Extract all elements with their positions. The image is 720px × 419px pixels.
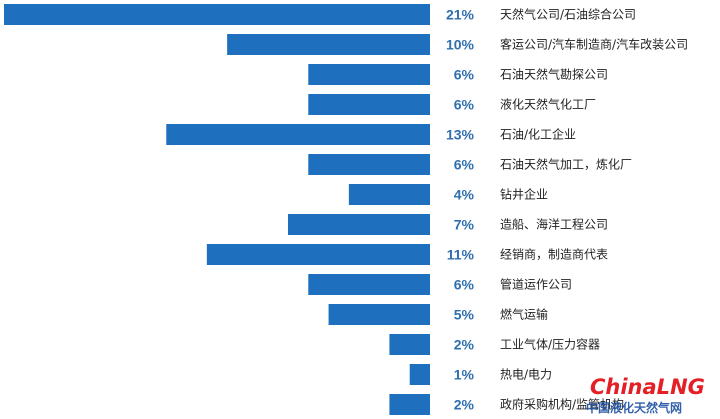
bar-12 <box>389 334 430 355</box>
category-label-4: 液化天然气化工厂 <box>500 97 596 112</box>
category-label-12: 工业气体/压力容器 <box>500 337 600 352</box>
category-label-14: 政府采购机构/监管机构 <box>500 397 624 412</box>
category-label-7: 钻井企业 <box>500 187 548 202</box>
data-label-2: 10% <box>446 37 475 53</box>
data-label-5: 13% <box>446 127 475 143</box>
category-label-13: 热电/电力 <box>500 368 552 382</box>
bar-13 <box>409 364 430 385</box>
category-label-3: 石油天然气勘探公司 <box>500 67 608 82</box>
bar-9 <box>206 244 430 265</box>
category-label-5: 石油/化工企业 <box>500 127 576 142</box>
data-label-7: 4% <box>454 187 475 203</box>
data-label-6: 6% <box>454 157 475 173</box>
bar-2 <box>227 34 430 55</box>
data-label-13: 1% <box>454 367 475 383</box>
bar-3 <box>308 64 430 85</box>
category-label-1: 天然气公司/石油综合公司 <box>500 7 636 22</box>
data-label-4: 6% <box>454 97 475 113</box>
bar-10 <box>308 274 430 295</box>
data-label-14: 2% <box>454 397 475 413</box>
labels-layer: 21% 天然气公司/石油综合公司 10% 客运公司/汽车制造商/汽车改装公司 6% 石油天… <box>446 7 688 413</box>
data-label-8: 7% <box>454 217 475 233</box>
watermark-brand: ChinaLNG <box>590 375 705 399</box>
bar-11 <box>328 304 430 325</box>
bar-8 <box>288 214 430 235</box>
bars-layer <box>4 4 431 415</box>
data-label-12: 2% <box>454 337 475 353</box>
data-label-11: 5% <box>454 307 475 323</box>
watermark-logo: ChinaLNG 中国液化天然气网 <box>586 375 705 415</box>
bar-4 <box>308 94 430 115</box>
category-label-11: 燃气运输 <box>500 307 548 322</box>
data-label-1: 21% <box>446 7 475 23</box>
bar-7 <box>348 184 430 205</box>
watermark-subtitle: 中国液化天然气网 <box>586 400 682 415</box>
bar-5 <box>166 124 431 145</box>
category-label-8: 造船、海洋工程公司 <box>500 217 608 232</box>
data-label-9: 11% <box>447 247 475 263</box>
data-label-10: 6% <box>454 277 475 293</box>
bar-1 <box>4 4 430 25</box>
data-label-3: 6% <box>454 67 475 83</box>
bar-14 <box>389 394 430 415</box>
category-label-10: 管道运作公司 <box>500 277 572 292</box>
category-label-2: 客运公司/汽车制造商/汽车改装公司 <box>500 37 688 52</box>
category-label-6: 石油天然气加工，炼化厂 <box>500 157 632 172</box>
bar-6 <box>308 154 430 175</box>
category-label-9: 经销商，制造商代表 <box>500 247 608 262</box>
